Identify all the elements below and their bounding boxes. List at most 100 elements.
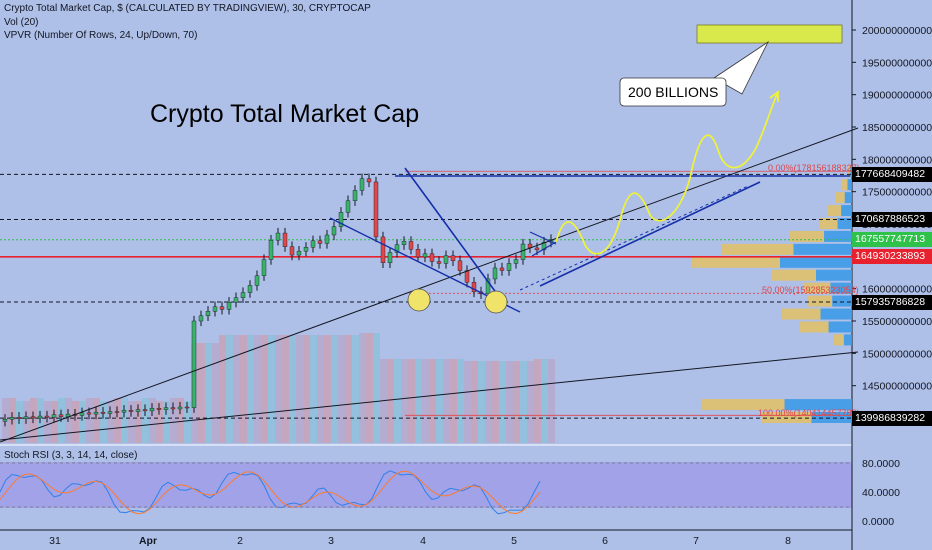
volume-bar	[184, 401, 191, 443]
candle-body	[513, 259, 519, 264]
x-axis: 31 Apr 2 3 4 5 6 7 8	[49, 535, 791, 547]
vpvr-bar-down	[780, 256, 852, 268]
candle-body	[429, 253, 435, 262]
candle-body	[114, 411, 120, 413]
volume-bar	[345, 335, 352, 443]
candle-body	[415, 249, 421, 258]
volume-bar	[268, 335, 275, 443]
vpvr-bar-up	[692, 256, 780, 268]
candle-body	[359, 178, 365, 191]
candle-body	[156, 408, 162, 410]
volume-bar	[219, 335, 226, 443]
candle-body	[2, 419, 8, 422]
vpvr-header: VPVR (Number Of Rows, 24, Up/Down, 70)	[4, 30, 198, 41]
candle-body	[380, 236, 386, 264]
long-trendline	[0, 127, 859, 443]
vpvr-bar-down	[837, 218, 852, 229]
candle-body	[135, 409, 141, 412]
y-tick-label: 185000000000	[862, 122, 932, 134]
volume-bar	[254, 335, 261, 443]
candle-body	[254, 275, 260, 286]
vpvr-bar-up	[834, 334, 844, 346]
candle-body	[464, 270, 470, 283]
price-tag: 170687886523	[852, 212, 932, 228]
volume-bar	[205, 343, 212, 443]
volume-bar	[289, 335, 296, 443]
candle-body	[100, 411, 106, 414]
y-tick-label: 195000000000	[862, 57, 932, 69]
vpvr-bar-up	[808, 295, 833, 307]
volume-bar	[149, 398, 156, 443]
volume-bar	[282, 335, 289, 443]
candle-body	[338, 212, 344, 227]
volume-bar	[506, 361, 513, 443]
candle-body	[30, 416, 36, 419]
flag-bottom	[531, 241, 557, 257]
y-tick-label: 200000000000	[862, 25, 932, 37]
volume-bar	[429, 359, 436, 443]
vpvr-bar-down	[816, 269, 852, 281]
candle-body	[296, 250, 302, 256]
candle-body	[443, 255, 449, 264]
candle-body	[268, 239, 274, 260]
vol-header: Vol (20)	[4, 17, 39, 28]
volume-bar	[107, 401, 114, 443]
bottom-marker-2	[484, 290, 508, 314]
vpvr-bar-up	[722, 243, 794, 255]
candle-body	[366, 178, 372, 183]
volume-bar	[366, 333, 373, 443]
candle-body	[499, 267, 505, 271]
volume-bar	[415, 359, 422, 443]
volume-bar	[464, 361, 471, 443]
x-tick-label: 2	[237, 535, 243, 547]
volume-bar	[373, 333, 380, 443]
volume-bar	[240, 335, 247, 443]
volume-bar	[478, 361, 485, 443]
candle-body	[485, 278, 491, 295]
volume-bar	[541, 359, 548, 443]
vpvr-bar-down	[847, 179, 852, 191]
candle-body	[541, 241, 547, 251]
fib-label-0: 0.00%(178156188327)	[768, 163, 860, 173]
candle-body	[226, 302, 232, 310]
volume-bar	[198, 343, 205, 443]
candle-body	[184, 406, 190, 409]
lower-trendline	[0, 351, 859, 441]
candle-body	[352, 190, 358, 201]
volume-bar	[226, 335, 233, 443]
stoch-header: Stoch RSI (3, 3, 14, 14, close)	[4, 450, 138, 461]
volume-bar	[394, 359, 401, 443]
volume-bar	[457, 359, 464, 443]
volume-bar	[296, 335, 303, 443]
vpvr-bar-up	[804, 282, 831, 294]
volume-bar	[359, 333, 366, 443]
candle-body	[58, 414, 64, 417]
candle-body	[506, 263, 512, 271]
vpvr-bar-down	[850, 166, 852, 178]
volume-bar	[170, 398, 177, 443]
vpvr-bar-up	[790, 230, 825, 242]
x-tick-label: 6	[602, 535, 608, 547]
callout-box	[619, 77, 727, 107]
bottom-marker-1	[407, 288, 431, 312]
volume-bar	[485, 361, 492, 443]
projection-path	[555, 91, 779, 255]
candle-body	[205, 311, 211, 317]
candle-body	[317, 240, 323, 244]
x-tick-label: Apr	[139, 535, 157, 547]
volume-bar	[128, 401, 135, 443]
rising-support	[539, 181, 761, 287]
vpvr-bar-down	[832, 295, 852, 307]
volume-bar	[310, 335, 317, 443]
volume-bar	[317, 335, 324, 443]
candle-body	[324, 234, 330, 244]
volume-bar	[387, 359, 394, 443]
stoch-tick-label: 0.0000	[862, 516, 894, 528]
price-candles	[2, 173, 554, 427]
volume-bar	[121, 398, 128, 443]
vpvr-bar-up	[800, 321, 829, 333]
volume-bar	[156, 401, 163, 443]
volume-bar	[261, 335, 268, 443]
vpvr-bar-up	[702, 399, 785, 411]
